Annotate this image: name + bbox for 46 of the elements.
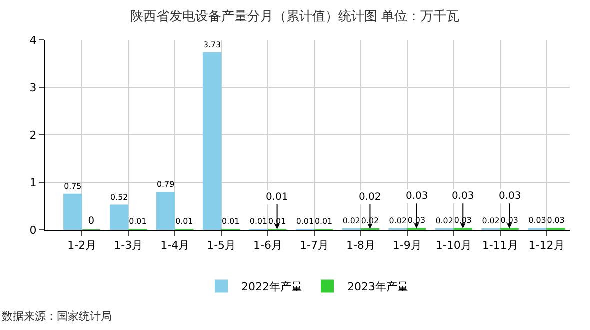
bar	[64, 194, 82, 230]
x-tick-label: 1-6月	[254, 239, 282, 252]
annotation: 0.03	[452, 191, 474, 202]
data-label: 0.52	[110, 192, 128, 202]
bar	[202, 52, 222, 230]
data-label: 0.01	[296, 217, 314, 226]
x-tick-label: 1-11月	[482, 239, 518, 252]
data-label: 3.73	[203, 40, 222, 50]
data-label: 0	[88, 216, 95, 227]
legend-label: 2022年产量	[242, 280, 302, 294]
bar	[110, 204, 129, 230]
data-label: 0.02	[389, 216, 407, 226]
annotation: 0.01	[266, 192, 288, 203]
x-tick-label: 1-4月	[160, 239, 190, 252]
data-label: 0.75	[64, 182, 82, 191]
x-tick-label: 1-3月	[114, 239, 144, 252]
data-label: 0.01	[176, 217, 194, 226]
data-label: 0.03	[547, 216, 565, 226]
y-tick-label: 2	[30, 128, 37, 142]
x-tick-label: 1-7月	[300, 239, 329, 252]
x-tick-label: 1-5月	[207, 239, 236, 252]
bar	[156, 192, 176, 230]
data-label: 0.01	[129, 217, 147, 226]
y-tick-label: 3	[30, 81, 37, 94]
annotation: 0.02	[359, 192, 382, 203]
source-note: 数据来源：国家统计局	[2, 310, 112, 323]
x-tick-label: 1-8月	[346, 239, 376, 252]
data-label: 0.02	[342, 216, 360, 226]
annotation: 0.03	[499, 191, 522, 202]
data-label: 0.01	[222, 217, 240, 226]
y-tick-label: 0	[30, 224, 37, 237]
x-tick-label: 1-9月	[392, 239, 422, 252]
y-tick-label: 1	[30, 176, 37, 190]
data-label: 0.01	[250, 217, 268, 226]
annotation: 0.03	[406, 191, 428, 202]
y-tick-label: 4	[30, 34, 37, 47]
data-label: 0.79	[156, 180, 175, 190]
legend-label: 2023年产量	[348, 280, 408, 294]
x-tick-label: 1-2月	[68, 239, 97, 252]
data-label: 0.01	[314, 217, 333, 226]
chart-title: 陕西省发电设备产量分月（累计值）统计图 单位：万千瓦	[130, 10, 460, 25]
data-label: 0.02	[436, 216, 454, 226]
x-tick-label: 1-12月	[528, 239, 565, 252]
data-label: 0.02	[482, 216, 500, 226]
data-label: 0.03	[528, 216, 546, 226]
x-tick-label: 1-10月	[436, 239, 472, 252]
